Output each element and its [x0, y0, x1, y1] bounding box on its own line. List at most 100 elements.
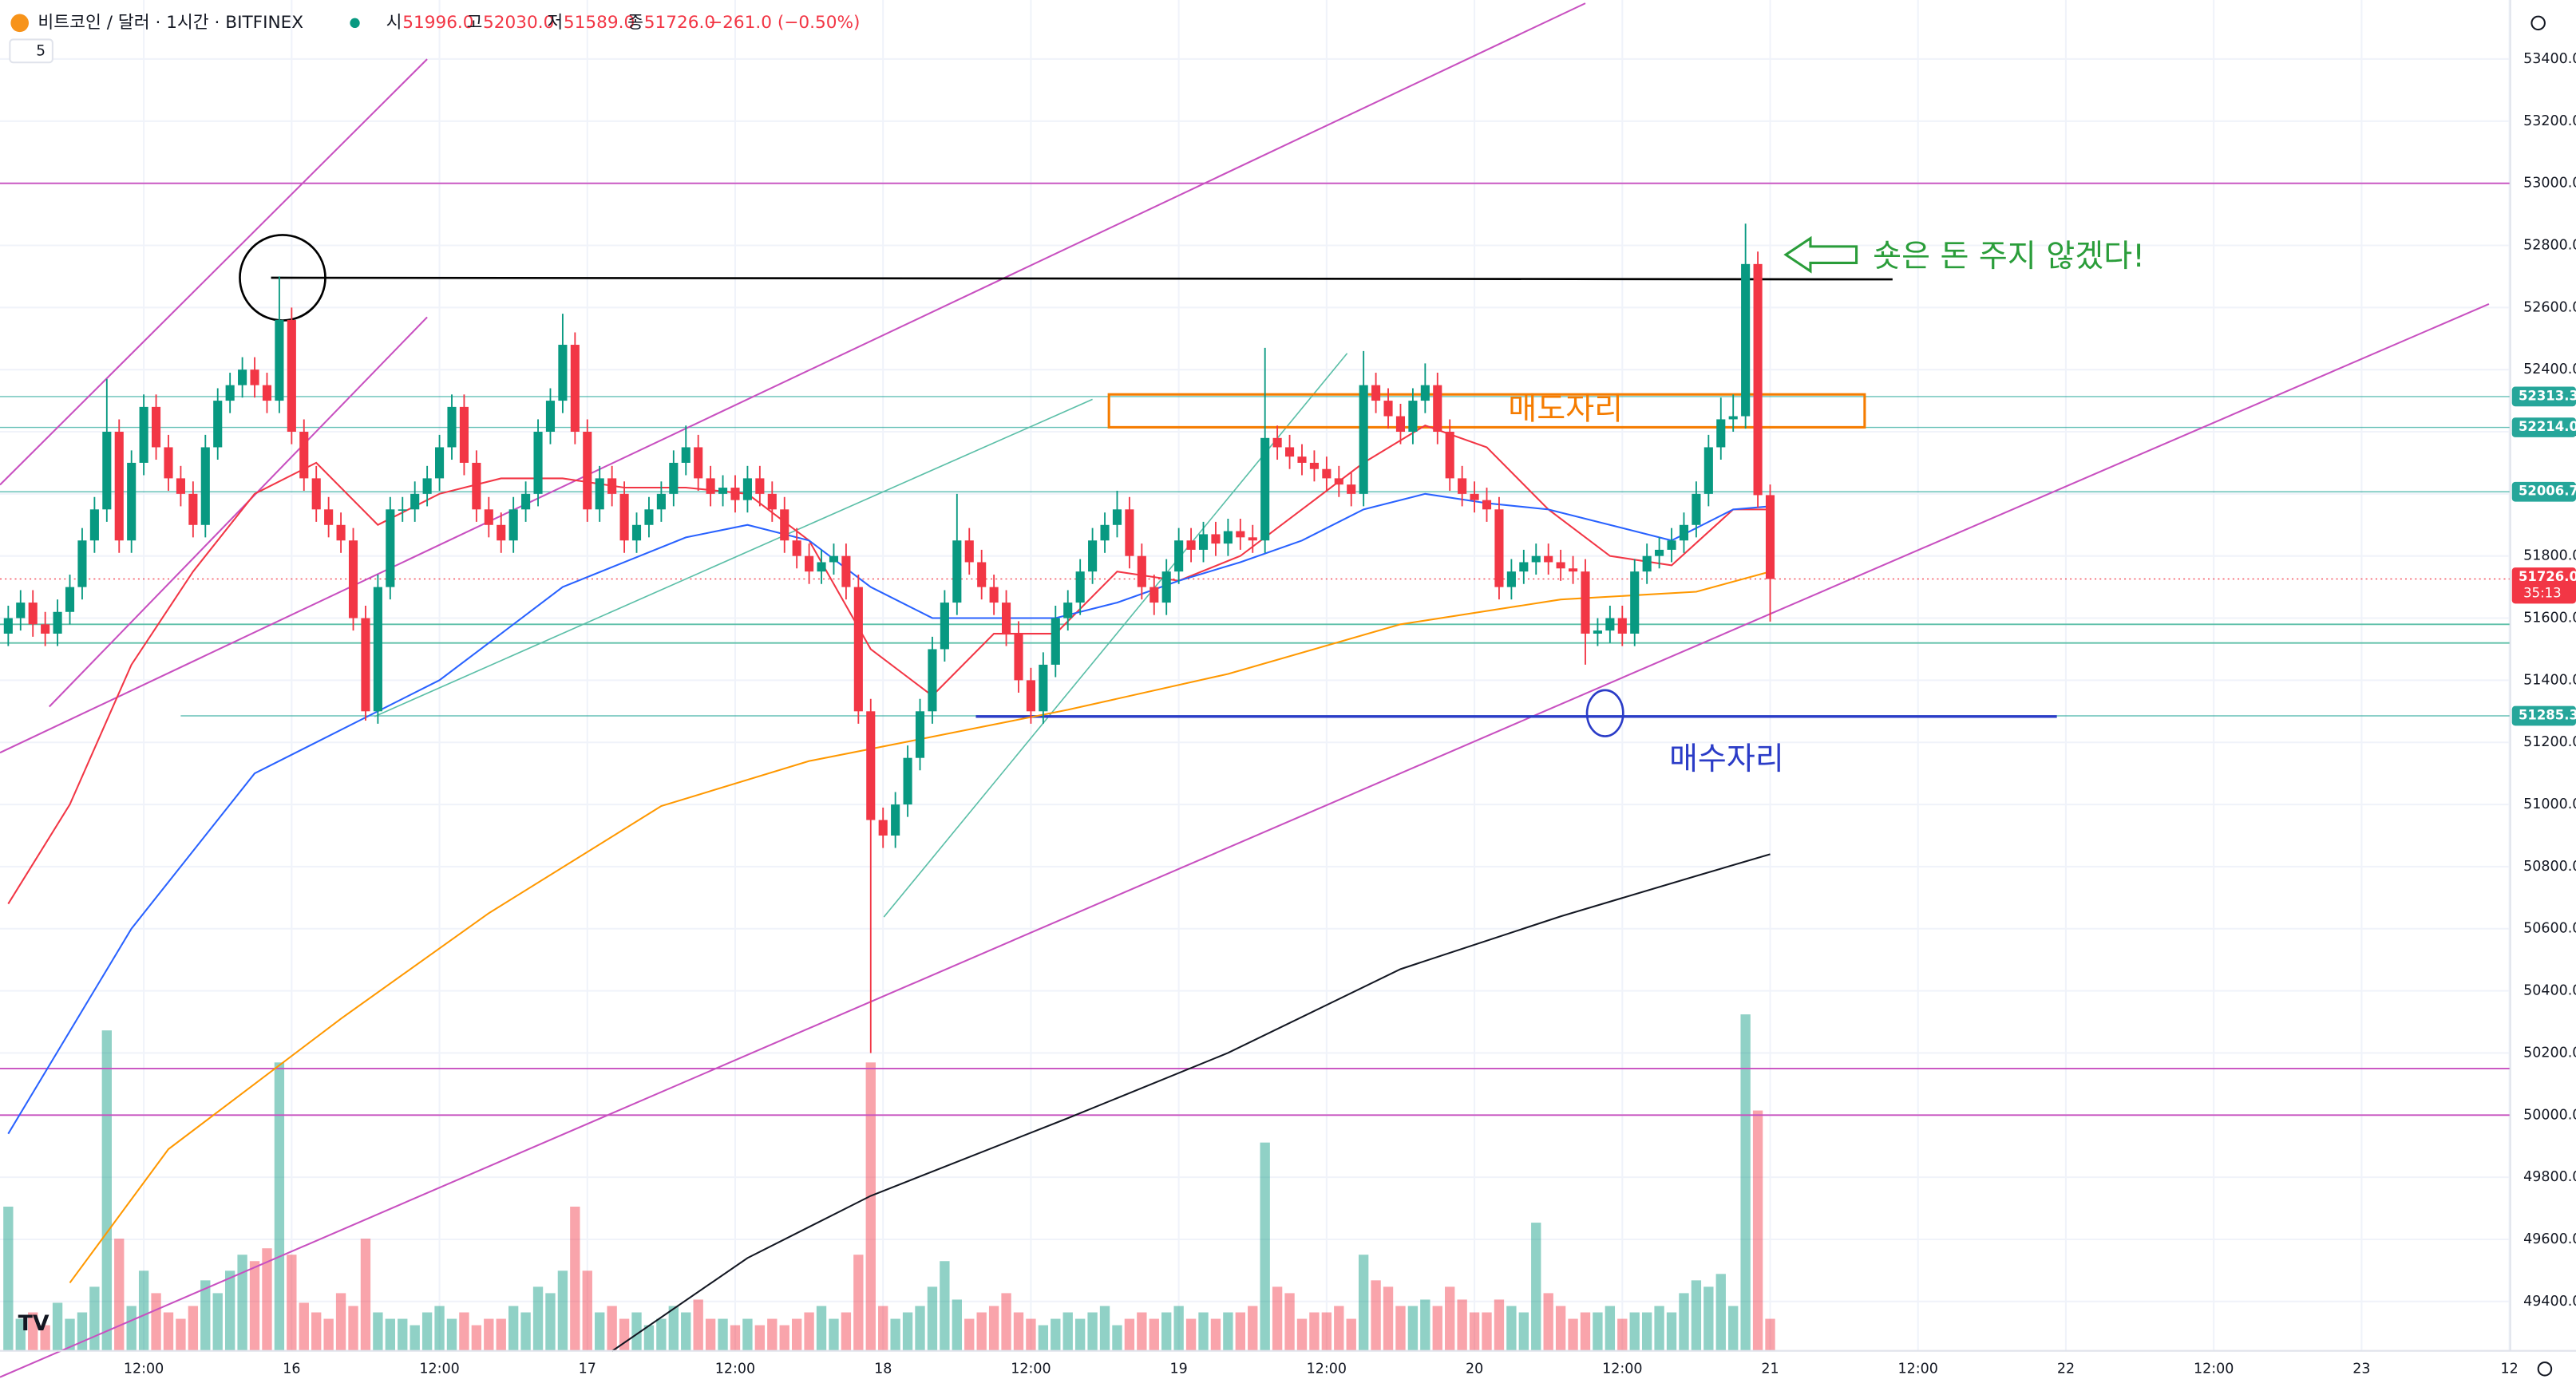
volume-bar — [952, 1299, 962, 1351]
volume-bar — [1715, 1274, 1726, 1351]
candle-body — [1642, 555, 1652, 572]
price-axis — [2510, 0, 2576, 1387]
volume-bar — [1099, 1306, 1110, 1351]
ohlc-value: 51589.0 — [564, 13, 635, 33]
volume-bar — [40, 1325, 50, 1351]
candle-body — [718, 488, 728, 494]
candle-body — [484, 509, 493, 525]
candle-body — [398, 509, 407, 511]
candle-body — [348, 540, 358, 618]
volume-bar — [1469, 1312, 1480, 1351]
volume-bar — [557, 1270, 568, 1351]
candle-body — [891, 804, 900, 836]
volume-bar — [865, 1062, 876, 1351]
candle-body — [497, 524, 506, 541]
volume-bar — [619, 1318, 630, 1351]
sell-zone-box — [1107, 393, 1866, 429]
y-tick-label: 50000.0 — [2523, 1107, 2576, 1123]
trend-line — [0, 2, 1586, 754]
volume-bar — [89, 1286, 100, 1351]
volume-bar — [200, 1280, 211, 1351]
candle-body — [1605, 618, 1615, 631]
volume-bar — [323, 1318, 334, 1351]
candle-body — [1223, 531, 1233, 544]
volume-bar — [1482, 1312, 1492, 1351]
candle-body — [1039, 664, 1048, 712]
candle-body — [1174, 540, 1184, 572]
volume-bar — [915, 1306, 925, 1351]
volume-bar — [890, 1318, 900, 1351]
settings-icon[interactable] — [2530, 15, 2546, 31]
volume-bar — [841, 1312, 852, 1351]
ohlc-value: 51726.0 — [644, 13, 715, 33]
volume-bar — [1161, 1312, 1172, 1351]
volume-bar — [1580, 1312, 1591, 1351]
annotation: 매도자리 — [1508, 391, 1623, 427]
volume-bar — [1149, 1318, 1159, 1351]
y-tick-label: 52800.0 — [2523, 237, 2576, 253]
candle-body — [619, 493, 629, 541]
x-tick-label: 17 — [579, 1361, 596, 1377]
volume-bar — [1296, 1318, 1308, 1351]
x-tick-label: 12:00 — [1602, 1361, 1642, 1377]
volume-bar — [360, 1239, 371, 1351]
indicator-count[interactable]: 5 — [36, 42, 46, 59]
candle-body — [755, 478, 765, 494]
candles — [3, 223, 1775, 1053]
indicator-toggle[interactable] — [9, 38, 53, 64]
y-tick-label: 50800.0 — [2523, 859, 2576, 875]
volume-bar — [681, 1312, 691, 1351]
volume-bar — [902, 1312, 913, 1351]
volume-bar — [1346, 1318, 1356, 1351]
candle-body — [1383, 401, 1393, 417]
candle-body — [1765, 495, 1775, 579]
candle-body — [1395, 416, 1406, 433]
volume-bar — [1272, 1286, 1283, 1351]
volume-bar — [1198, 1312, 1209, 1351]
y-tick-label: 53000.0 — [2523, 176, 2576, 192]
candle-body — [1137, 555, 1146, 587]
volume-bar — [1543, 1293, 1553, 1351]
grid — [0, 0, 2511, 1351]
symbol[interactable]: 비트코인 / 달러 · 1시간 · BITFINEX — [38, 13, 303, 33]
candle-body — [1150, 587, 1159, 603]
candle-body — [1075, 571, 1085, 603]
candle-body — [1617, 618, 1627, 634]
volume-bar — [1518, 1312, 1529, 1351]
candle-body — [1433, 385, 1442, 433]
candle-body — [1667, 540, 1676, 550]
candle-body — [915, 711, 925, 758]
change: −261.0 (−0.50%) — [708, 13, 860, 33]
settings-icon[interactable] — [2537, 1361, 2553, 1377]
volume-bar — [224, 1270, 235, 1351]
candle-body — [311, 478, 321, 510]
candle-body — [595, 478, 604, 510]
x-tick-label: 19 — [1170, 1361, 1188, 1377]
candle-body — [1198, 534, 1209, 550]
trend-line — [0, 303, 2490, 1378]
volume-bar — [988, 1306, 999, 1351]
volume-bar — [188, 1306, 199, 1351]
candle-body — [1753, 263, 1763, 496]
volume-bar — [1185, 1318, 1197, 1351]
volume-bar — [927, 1286, 938, 1351]
volume-bar — [274, 1062, 285, 1351]
candle-body — [1272, 437, 1282, 448]
candle-body — [53, 611, 62, 634]
volume-bar — [52, 1302, 63, 1351]
volume-bar — [1494, 1299, 1505, 1351]
candle-body — [373, 587, 382, 712]
volume-bar — [1321, 1312, 1332, 1351]
candle-body — [1692, 493, 1701, 525]
volume-bar — [1691, 1280, 1702, 1351]
volume-bar — [656, 1318, 667, 1351]
candle-body — [1063, 603, 1073, 618]
candle-body — [853, 587, 863, 712]
volume-bar — [1395, 1306, 1406, 1351]
candle-body — [422, 478, 432, 494]
candle-body — [742, 478, 752, 500]
volume-bar — [1309, 1312, 1320, 1351]
candle-body — [521, 493, 531, 510]
volume-bar — [1013, 1312, 1024, 1351]
